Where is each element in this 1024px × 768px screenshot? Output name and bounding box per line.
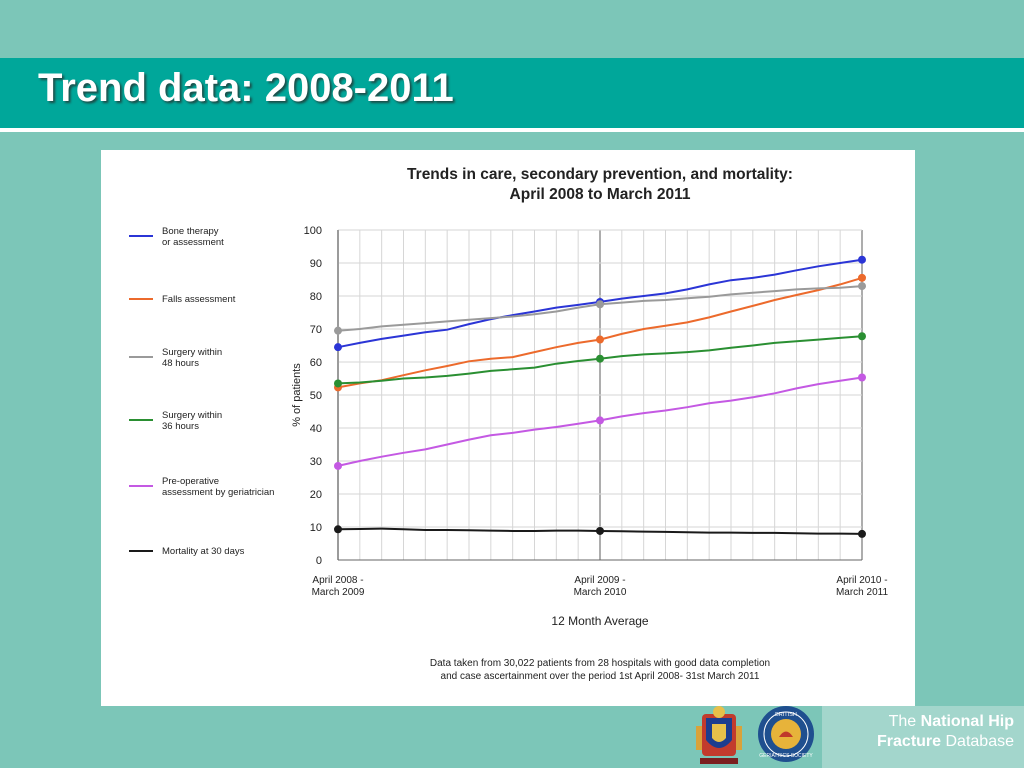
- x-tick-label: April 2009 -: [574, 575, 625, 586]
- data-note-line1: Data taken from 30,022 patients from 28 …: [430, 658, 770, 669]
- legend-label: Mortality at 30 days: [162, 546, 245, 557]
- y-tick-label: 60: [310, 357, 322, 369]
- data-note-line2: and case ascertainment over the period 1…: [441, 671, 760, 682]
- footer-line2-bold: Fracture: [877, 733, 942, 750]
- series-marker: [596, 335, 604, 344]
- x-tick-label: March 2009: [312, 587, 365, 598]
- series-marker: [596, 300, 604, 309]
- top-strip: [0, 0, 1024, 58]
- series-marker: [858, 255, 866, 264]
- y-tick-label: 0: [316, 555, 322, 567]
- footer-line2-suffix: Database: [945, 733, 1015, 750]
- series-marker: [596, 354, 604, 363]
- legend-label: 36 hours: [162, 421, 199, 432]
- legend-label: Falls assessment: [162, 294, 236, 305]
- svg-text:BRITISH: BRITISH: [775, 712, 797, 718]
- legend-label: 48 hours: [162, 358, 199, 369]
- svg-text:GERIATRICS SOCIETY: GERIATRICS SOCIETY: [759, 753, 813, 759]
- y-tick-label: 10: [310, 522, 322, 534]
- x-axis-label: 12 Month Average: [551, 614, 649, 628]
- x-tick-label: March 2011: [836, 587, 889, 598]
- slide-title: Trend data: 2008-2011: [38, 66, 454, 110]
- y-tick-label: 90: [310, 258, 322, 270]
- series-marker: [858, 529, 866, 538]
- x-tick-label: April 2010 -: [836, 575, 887, 586]
- legend-label: Surgery within: [162, 347, 222, 358]
- series-marker: [334, 326, 342, 335]
- x-tick-label: March 2010: [574, 587, 627, 598]
- series-lines: [334, 255, 866, 538]
- title-bar: Trend data: 2008-2011: [0, 58, 1024, 132]
- y-tick-label: 50: [310, 390, 322, 402]
- series-marker: [596, 526, 604, 535]
- coat-of-arms-logo: [696, 706, 742, 764]
- series-marker: [334, 343, 342, 352]
- line-chart: Trends in care, secondary prevention, an…: [129, 166, 889, 682]
- y-tick-label: 70: [310, 324, 322, 336]
- legend-label: Pre-operative: [162, 476, 219, 487]
- chart-panel: Trends in care, secondary prevention, an…: [101, 150, 915, 706]
- footer-line1-bold: National Hip: [920, 713, 1014, 730]
- x-tick-label: April 2008 -: [312, 575, 363, 586]
- series-marker: [858, 373, 866, 382]
- series-marker: [858, 273, 866, 282]
- series-marker: [334, 525, 342, 534]
- y-tick-label: 100: [304, 225, 322, 237]
- grid: [337, 229, 863, 561]
- series-marker: [334, 379, 342, 388]
- y-axis-label: % of patients: [291, 363, 303, 427]
- series-marker: [334, 461, 342, 470]
- legend-label: assessment by geriatrician: [162, 487, 274, 498]
- footer-brand-text: The National Hip Fracture Database: [877, 712, 1014, 752]
- series-marker: [858, 332, 866, 341]
- chart-title: Trends in care, secondary prevention, an…: [407, 166, 793, 183]
- footer-brand-box: The National Hip Fracture Database: [822, 706, 1024, 768]
- british-geriatrics-society-logo: BRITISH GERIATRICS SOCIETY: [758, 706, 814, 762]
- legend-label: Surgery within: [162, 410, 222, 421]
- y-tick-label: 20: [310, 489, 322, 501]
- y-tick-label: 80: [310, 291, 322, 303]
- footer-line1-prefix: The: [888, 713, 917, 730]
- legend-label: or assessment: [162, 237, 224, 248]
- series-marker: [596, 416, 604, 425]
- series-marker: [858, 282, 866, 291]
- legend-label: Bone therapy: [162, 226, 219, 237]
- y-tick-label: 40: [310, 423, 322, 435]
- chart-subtitle: April 2008 to March 2011: [510, 186, 691, 203]
- y-tick-label: 30: [310, 456, 322, 468]
